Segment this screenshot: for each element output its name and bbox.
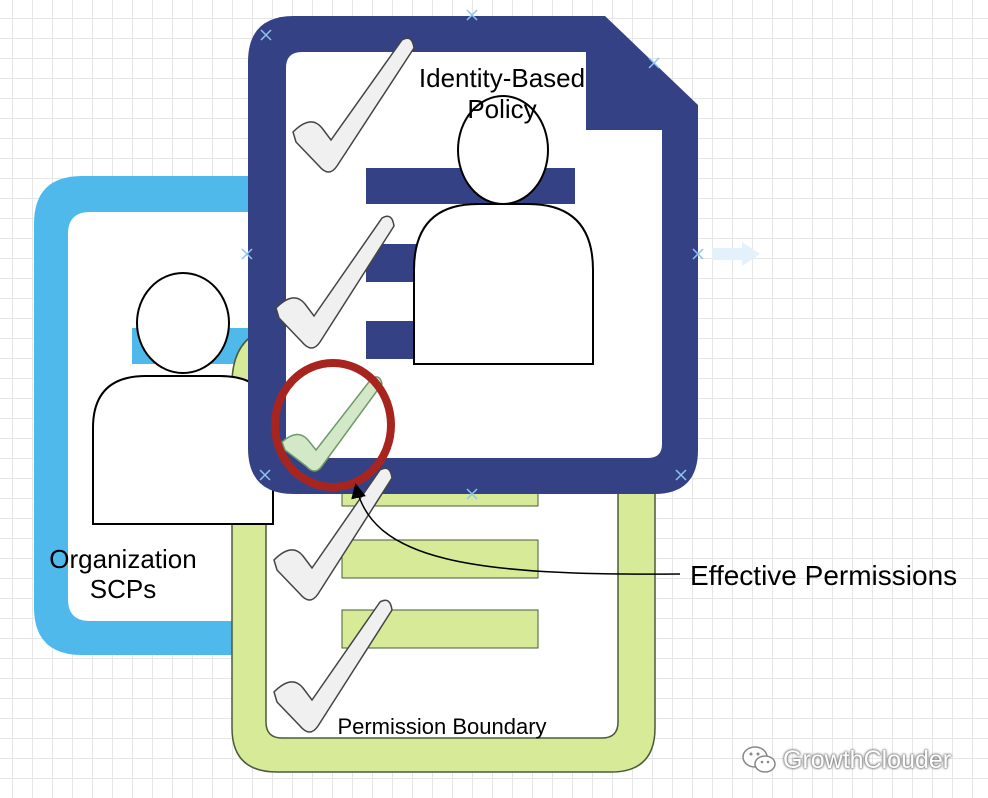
effective-permissions-circle[interactable] [271,359,395,491]
checkmark-icon-4 [273,599,393,733]
checkmark-icon-effective [281,376,383,472]
effective-permissions-label: Effective Permissions [690,560,958,591]
checkmark-icon-3 [273,467,393,601]
permission-boundary-label: Permission Boundary [337,714,547,739]
identity-policy-label-line1: Identity-Based [418,63,586,93]
identity-policy-label: Identity-Based Policy [400,63,604,125]
checkmark-icon-2 [275,215,395,349]
scp-label-line2: SCPs [89,574,157,604]
effective-permissions-arrow [351,483,681,575]
checkmark-icon-1 [292,37,415,173]
watermark-text: GrowthClouder [783,746,952,774]
connector-arrow-icon[interactable] [712,242,760,266]
identity-policy-label-line2: Policy [467,94,537,124]
selection-handles[interactable] [241,9,704,500]
wechat-icon [742,746,776,773]
scp-label-line1: Organization [49,544,197,574]
scp-user-icon [92,272,274,525]
scp-label: Organization SCPs [28,544,218,604]
identity-user-icon [413,95,594,365]
